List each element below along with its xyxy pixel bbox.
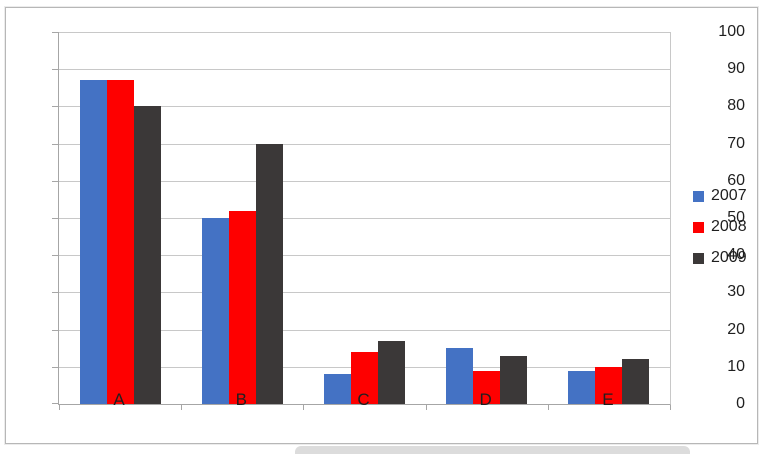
gridline-70 xyxy=(59,143,670,145)
y-tick-40 xyxy=(52,255,58,257)
y-tick-60 xyxy=(52,180,58,182)
gridline-20 xyxy=(59,329,670,331)
x-tick-1 xyxy=(181,405,182,410)
bar-2009-A xyxy=(133,106,161,404)
gridline-60 xyxy=(59,180,670,182)
bar-2008-B xyxy=(228,210,256,404)
legend-swatch-2008 xyxy=(693,221,704,233)
legend-item-2008: 2008 xyxy=(693,217,747,237)
y-axis-label-10: 10 xyxy=(727,357,745,375)
bar-2007-B xyxy=(201,218,229,404)
bar-2009-D xyxy=(500,355,528,404)
y-axis-label-20: 20 xyxy=(727,320,745,338)
y-axis-label-80: 80 xyxy=(727,97,745,115)
y-tick-90 xyxy=(52,69,58,71)
legend-swatch-2007 xyxy=(693,190,704,202)
x-axis-label-C: C xyxy=(357,390,370,409)
bar-2007-E xyxy=(568,370,596,404)
y-tick-70 xyxy=(52,143,58,145)
gridline-90 xyxy=(59,69,670,71)
bar-2007-C xyxy=(324,374,351,404)
legend-label-2007: 2007 xyxy=(711,187,747,204)
y-tick-10 xyxy=(52,366,58,368)
gridline-50 xyxy=(59,218,670,219)
x-axis-label-E: E xyxy=(602,390,614,409)
legend-swatch-2009 xyxy=(693,252,704,264)
gridline-80 xyxy=(59,106,670,108)
y-axis-label-90: 90 xyxy=(727,60,745,78)
gridline-30 xyxy=(59,292,670,294)
y-tick-30 xyxy=(52,292,58,294)
y-axis-label-40: 40 xyxy=(727,246,745,264)
y-axis-label-70: 70 xyxy=(727,134,745,152)
bar-2007-D xyxy=(446,348,474,404)
y-axis-label-60: 60 xyxy=(727,171,745,189)
watermark-strip xyxy=(295,446,690,454)
gridline-40 xyxy=(59,255,670,257)
y-tick-50 xyxy=(52,218,58,219)
x-tick-2 xyxy=(303,405,304,410)
x-tick-5 xyxy=(670,405,671,410)
bar-2008-C xyxy=(351,351,378,404)
legend: 2007 2008 2009 xyxy=(693,186,747,268)
y-axis-label-50: 50 xyxy=(727,209,745,226)
legend-label-2009: 2009 xyxy=(711,249,747,266)
bar-2007-A xyxy=(79,80,107,404)
gridline-100 xyxy=(59,32,670,33)
y-tick-20 xyxy=(52,329,58,331)
legend-item-2007: 2007 xyxy=(693,186,747,206)
y-axis-label-100: 100 xyxy=(718,23,745,40)
bar-2009-C xyxy=(378,340,405,404)
x-axis-label-A: A xyxy=(113,390,125,409)
plot-area xyxy=(52,32,671,410)
y-tick-80 xyxy=(52,106,58,108)
y-axis-label-30: 30 xyxy=(727,283,745,301)
bar-2008-A xyxy=(106,80,134,404)
x-axis-label-D: D xyxy=(479,390,492,409)
bar-2008-E xyxy=(595,366,623,404)
legend-item-2009: 2009 xyxy=(693,248,747,268)
y-axis-label-0: 0 xyxy=(736,395,745,412)
y-tick-100 xyxy=(52,32,58,33)
x-tick-4 xyxy=(548,405,549,410)
bar-2008-D xyxy=(473,370,501,404)
x-axis-label-B: B xyxy=(235,390,247,409)
x-tick-3 xyxy=(426,405,427,410)
bar-2009-B xyxy=(255,143,283,404)
x-tick-0 xyxy=(59,405,60,410)
legend-label-2008: 2008 xyxy=(711,218,747,235)
bar-2009-E xyxy=(622,359,650,404)
y-tick-0 xyxy=(52,403,58,404)
